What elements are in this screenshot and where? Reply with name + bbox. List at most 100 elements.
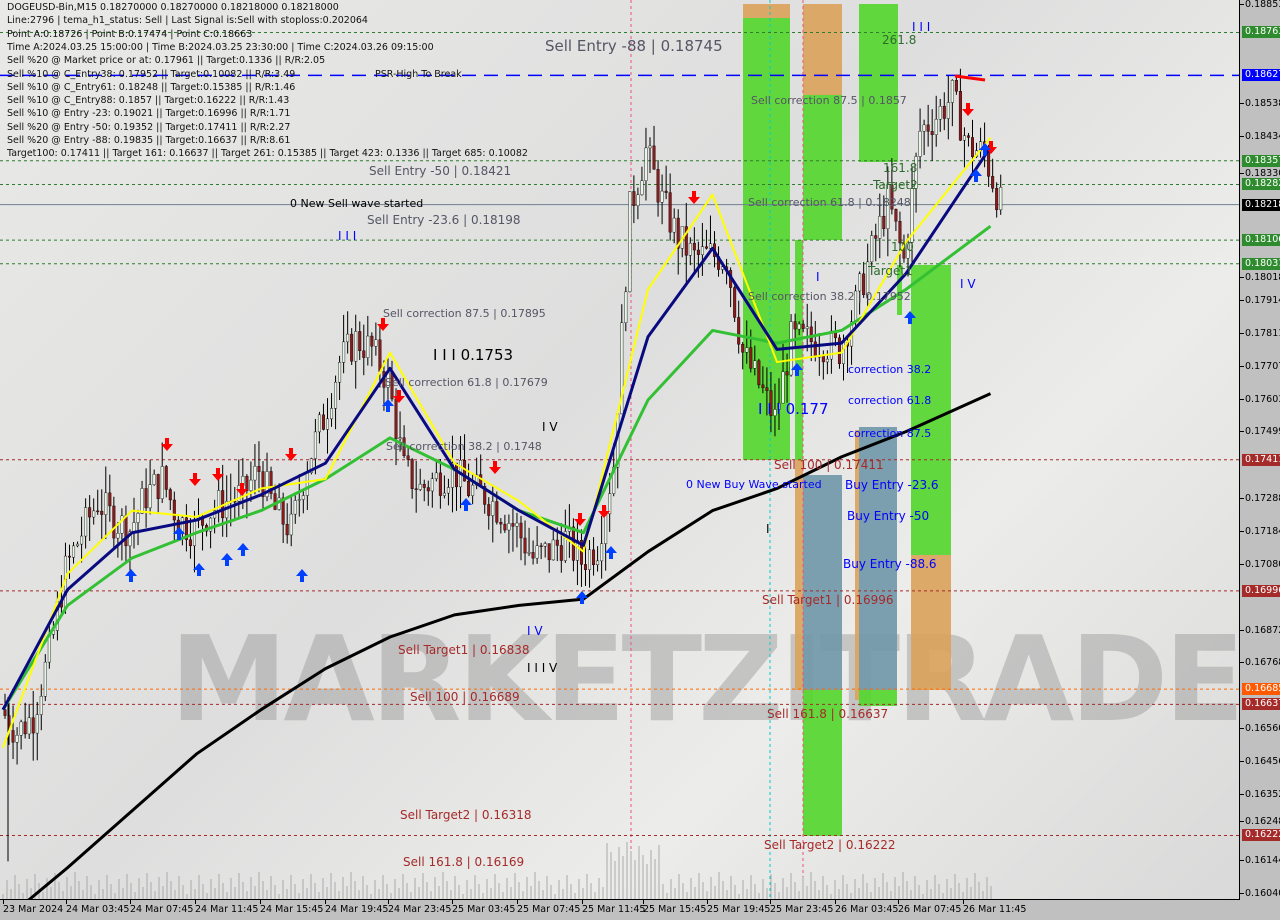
chart-plot-area[interactable]: DOGEUSD-Bin,M15 0.18270000 0.18270000 0.… bbox=[0, 0, 1240, 900]
candle-bull bbox=[471, 484, 475, 496]
candle-bear bbox=[144, 488, 148, 509]
x-tick-label: 26 Mar 03:45 bbox=[835, 900, 899, 915]
buy-arrow-icon bbox=[460, 498, 472, 511]
y-tick-label: 0.18538 bbox=[1239, 98, 1280, 109]
candle-bear bbox=[942, 105, 946, 119]
label-wave-i-b: I bbox=[816, 270, 820, 284]
candle-bull bbox=[160, 466, 164, 500]
candle-bull bbox=[507, 523, 511, 531]
candle-bear bbox=[696, 249, 700, 255]
x-tick-label: 24 Mar 03:45 bbox=[66, 900, 130, 915]
candle-bear bbox=[257, 466, 261, 472]
sell-arrow-icon bbox=[598, 505, 610, 518]
y-tick-label: 0.16248 bbox=[1239, 816, 1280, 827]
candle-bear bbox=[761, 384, 765, 388]
candle-bear bbox=[168, 489, 172, 501]
sell-arrow-icon bbox=[574, 513, 586, 526]
candle-bear bbox=[281, 497, 285, 525]
candle-bull bbox=[374, 339, 378, 347]
candle-bull bbox=[330, 408, 334, 420]
sell-arrow-icon bbox=[285, 448, 297, 461]
candle-bear bbox=[438, 472, 442, 496]
buy-arrow-icon bbox=[193, 563, 205, 576]
label-wave-iii-price: I I I 0.1753 bbox=[433, 346, 514, 364]
candle-bull bbox=[600, 543, 604, 562]
candle-bull bbox=[491, 501, 495, 516]
candle-bull bbox=[870, 235, 874, 263]
candle-bull bbox=[515, 522, 519, 527]
candle-bear bbox=[362, 350, 366, 358]
candle-bull bbox=[334, 381, 338, 409]
candle-bear bbox=[692, 242, 696, 251]
signal-zone bbox=[859, 690, 897, 706]
candle-bull bbox=[604, 513, 608, 544]
signal-zone bbox=[803, 95, 842, 240]
label-sell-target1-b: Sell Target1 | 0.16996 bbox=[762, 593, 894, 607]
candle-bear bbox=[88, 507, 92, 518]
y-tick-label: 0.17914 bbox=[1239, 295, 1280, 306]
label-wave-iv-b: I V bbox=[527, 624, 543, 638]
candle-bear bbox=[350, 333, 354, 362]
candle-bear bbox=[785, 371, 789, 376]
time-axis[interactable]: 23 Mar 2024 24 Mar 03:45 24 Mar 07:45 24 Ma… bbox=[0, 900, 1240, 920]
candle-bull bbox=[910, 188, 914, 243]
info-line: Line:2796 | tema_h1_status: Sell | Last … bbox=[7, 15, 368, 27]
candle-bear bbox=[821, 356, 825, 363]
label-sell-correction-382-b: Sell correction 38.2 | 0.17952 bbox=[748, 290, 911, 303]
candle-bull bbox=[946, 102, 950, 119]
candle-bull bbox=[596, 560, 600, 566]
candle-bull bbox=[906, 241, 910, 259]
candle-bear bbox=[966, 135, 970, 138]
candle-bear bbox=[741, 344, 745, 353]
label-wave-iv-c: I V bbox=[960, 277, 976, 291]
signal-zone bbox=[897, 265, 902, 315]
candle-bull bbox=[781, 371, 785, 404]
label-sell-correction-618: Sell correction 61.8 | 0.17679 bbox=[385, 376, 548, 389]
candle-bear bbox=[704, 246, 708, 249]
label-level-target2: Target2 bbox=[873, 178, 918, 192]
candle-bull bbox=[398, 437, 402, 440]
sell-arrow-icon bbox=[161, 438, 173, 451]
candle-bull bbox=[128, 531, 132, 547]
price-level-badge: 0.18031 bbox=[1242, 257, 1280, 270]
buy-arrow-icon bbox=[173, 527, 185, 540]
info-line: Time A:2024.03.25 15:00:00 | Time B:2024… bbox=[7, 41, 434, 53]
candle-bull bbox=[563, 531, 567, 561]
y-tick-label: 0.18018 bbox=[1239, 272, 1280, 283]
label-wave-iii-c: I I I bbox=[912, 20, 931, 34]
candle-bear bbox=[837, 337, 841, 364]
candle-bear bbox=[164, 466, 168, 490]
candle-bear bbox=[862, 273, 866, 295]
candle-bear bbox=[285, 524, 289, 536]
y-tick-label: 0.17811 bbox=[1239, 328, 1280, 339]
candle-bull bbox=[745, 347, 749, 353]
candle-bear bbox=[592, 549, 596, 566]
candle-bull bbox=[72, 545, 76, 558]
label-level-2618: 261.8 bbox=[882, 33, 917, 47]
candle-bear bbox=[737, 317, 741, 345]
label-level-1618: 161.8 bbox=[883, 161, 918, 175]
y-tick-label: 0.16768 bbox=[1239, 657, 1280, 668]
candle-bear bbox=[890, 184, 894, 210]
label-level-100: 100 bbox=[891, 240, 914, 254]
candle-bull bbox=[132, 522, 136, 532]
candle-bear bbox=[539, 545, 543, 548]
price-level-badge: 0.18357 bbox=[1242, 154, 1280, 167]
candle-bull bbox=[878, 215, 882, 239]
info-line: Point A:0.18726 | Point B:0.17474 | Poin… bbox=[7, 28, 253, 40]
signal-zone bbox=[795, 240, 803, 460]
y-tick-label: 0.17184 bbox=[1239, 526, 1280, 537]
candle-bear bbox=[769, 390, 773, 416]
label-sell-entry-50: Sell Entry -50 | 0.18421 bbox=[369, 164, 512, 178]
candle-bear bbox=[358, 331, 362, 352]
candle-bull bbox=[430, 478, 434, 492]
candle-bull bbox=[934, 119, 938, 135]
label-sell-correction-875-b: Sell correction 87.5 | 0.1857 bbox=[751, 94, 907, 107]
label-correction-618: correction 61.8 bbox=[848, 394, 932, 407]
y-tick-label: 0.16352 bbox=[1239, 789, 1280, 800]
candle-bear bbox=[410, 459, 414, 489]
candle-bear bbox=[499, 522, 503, 525]
candle-bear bbox=[519, 522, 523, 539]
candle-bull bbox=[136, 513, 140, 523]
